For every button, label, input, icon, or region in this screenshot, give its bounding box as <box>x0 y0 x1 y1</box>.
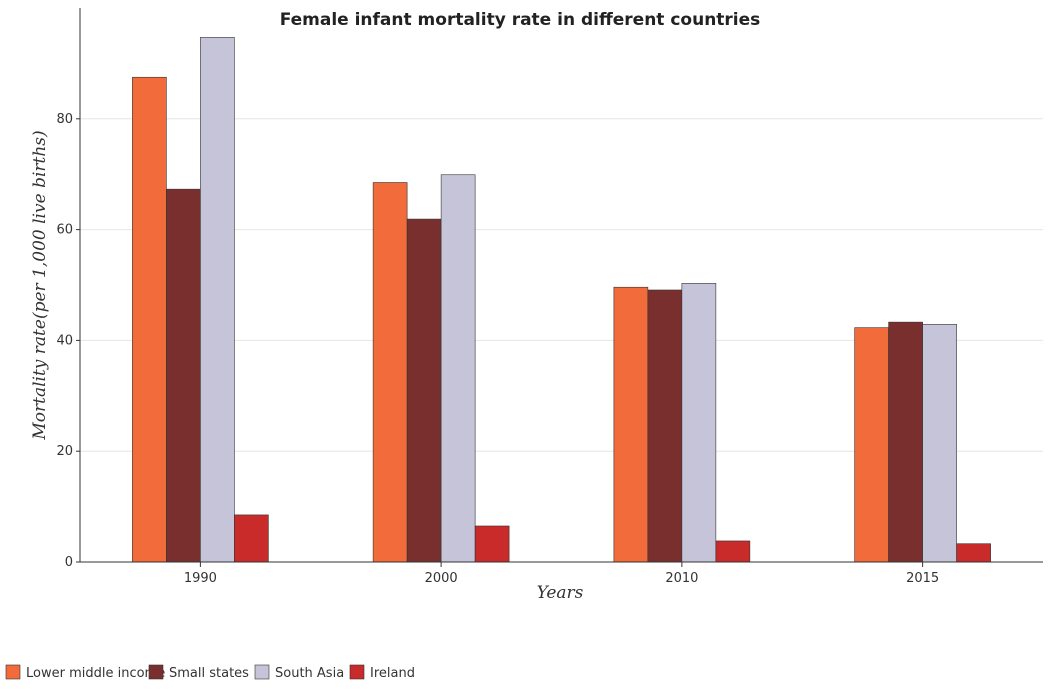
chart-title: Female infant mortality rate in differen… <box>280 10 761 30</box>
x-axis-title: Years <box>537 583 584 603</box>
y-axis-title: Mortality rate(per 1,000 live births) <box>30 130 50 440</box>
legend-swatch-ireland <box>349 664 365 680</box>
legend-label-lower-middle-income: Lower middle income <box>26 666 165 681</box>
x-tick-label: 2015 <box>906 571 939 586</box>
x-tick-label: 2000 <box>425 571 458 586</box>
bar-ireland-2015 <box>956 543 991 563</box>
x-tick-labels: 1990 2000 2010 2015 <box>184 562 939 586</box>
bar-south-asia-2000 <box>440 174 476 563</box>
bar-south-asia-1990 <box>200 37 235 563</box>
bar-ireland-1990 <box>234 514 269 563</box>
legend-swatch-south-asia <box>254 664 270 680</box>
bar-lower-middle-income-1990 <box>132 76 167 563</box>
legend-label-ireland: Ireland <box>370 666 415 681</box>
bar-lower-middle-income-2015 <box>854 327 889 563</box>
bar-south-asia-2015 <box>922 324 957 563</box>
x-tick-label: 2010 <box>665 571 698 586</box>
bar-small-states-2015 <box>888 321 923 563</box>
legend-label-small-states: Small states <box>169 666 249 681</box>
legend-swatch-small-states <box>148 664 164 680</box>
y-tick-labels: 0 20 40 60 80 <box>56 112 80 570</box>
bar-small-states-1990 <box>166 188 201 563</box>
bar-lower-middle-income-2000 <box>372 182 408 563</box>
legend-label-south-asia: South Asia <box>275 666 344 681</box>
bars <box>132 37 991 563</box>
legend-swatch-lower-middle-income <box>5 664 21 680</box>
y-tick-label: 0 <box>65 555 73 570</box>
bar-south-asia-2010 <box>681 283 717 563</box>
y-tick-label: 20 <box>56 444 73 459</box>
bar-lower-middle-income-2010 <box>613 286 649 563</box>
legend: Lower middle income Small states South Asi… <box>5 664 415 681</box>
y-tick-label: 40 <box>56 333 73 348</box>
y-tick-label: 80 <box>56 112 73 127</box>
bar-small-states-2000 <box>406 218 442 563</box>
y-tick-label: 60 <box>56 223 73 238</box>
bar-ireland-2010 <box>715 540 751 563</box>
bar-small-states-2010 <box>647 289 683 563</box>
bar-ireland-2000 <box>474 525 510 563</box>
x-tick-label: 1990 <box>184 571 217 586</box>
